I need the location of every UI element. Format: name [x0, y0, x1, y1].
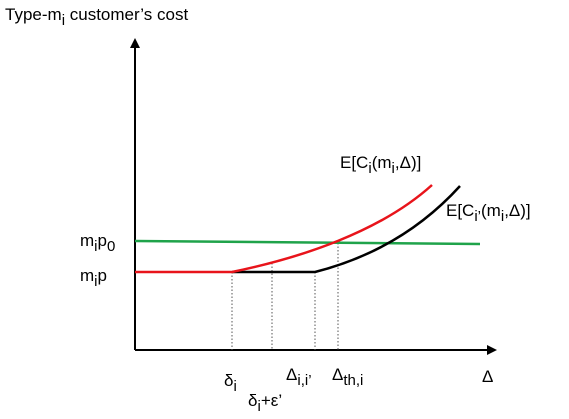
subscript: i — [233, 378, 236, 395]
text-part: +ε’ — [261, 391, 282, 410]
y-axis-label: Type-mi customer’s cost — [5, 5, 188, 29]
subscript: i’ — [474, 208, 481, 225]
text-part: ,Δ)] — [395, 153, 421, 172]
text-part: Δ — [286, 365, 297, 384]
curve-i-label: E[Ci(mi,Δ)] — [340, 153, 421, 177]
subscript: i — [501, 208, 504, 225]
text-part: Type-m — [5, 5, 62, 24]
red-curve — [135, 184, 433, 274]
text-part: p — [98, 266, 107, 285]
subscript: i — [94, 273, 97, 290]
level-low: mip — [80, 266, 107, 290]
subscript: i — [94, 238, 97, 255]
subscript: i — [368, 160, 371, 177]
subscript: i — [62, 12, 65, 29]
text-part: E[C — [446, 201, 474, 220]
tick-label: Δi,i’ — [286, 365, 312, 389]
text-part: (m — [372, 153, 392, 172]
subscript: th,i — [343, 372, 363, 389]
curve-i-prime-label: E[Ci’(mi,Δ)] — [446, 201, 531, 225]
subscript: i — [257, 398, 260, 415]
text-part: δ — [224, 371, 233, 390]
tick-label: δi — [224, 371, 237, 395]
green-line — [134, 239, 481, 246]
tick-label: Δth,i — [332, 365, 363, 389]
subscript: i,i’ — [297, 372, 311, 389]
text-part: (m — [481, 201, 501, 220]
level-high: mip0 — [80, 231, 115, 255]
text-part: ,Δ)] — [504, 201, 530, 220]
black-curve — [232, 185, 461, 274]
tick-label: δi+ε’ — [248, 391, 282, 415]
text-part: Δ — [332, 365, 343, 384]
text-part: customer’s cost — [65, 5, 188, 24]
subscript: i — [392, 160, 395, 177]
text-part: δ — [248, 391, 257, 410]
x-axis-label: Δ — [482, 367, 493, 386]
text-part: m — [80, 266, 94, 285]
text-part: E[C — [340, 153, 368, 172]
subscript: 0 — [107, 238, 115, 255]
text-part: Δ — [482, 367, 493, 386]
text-part: m — [80, 231, 94, 250]
text-part: p — [98, 231, 107, 250]
guide-lines — [231, 243, 339, 350]
